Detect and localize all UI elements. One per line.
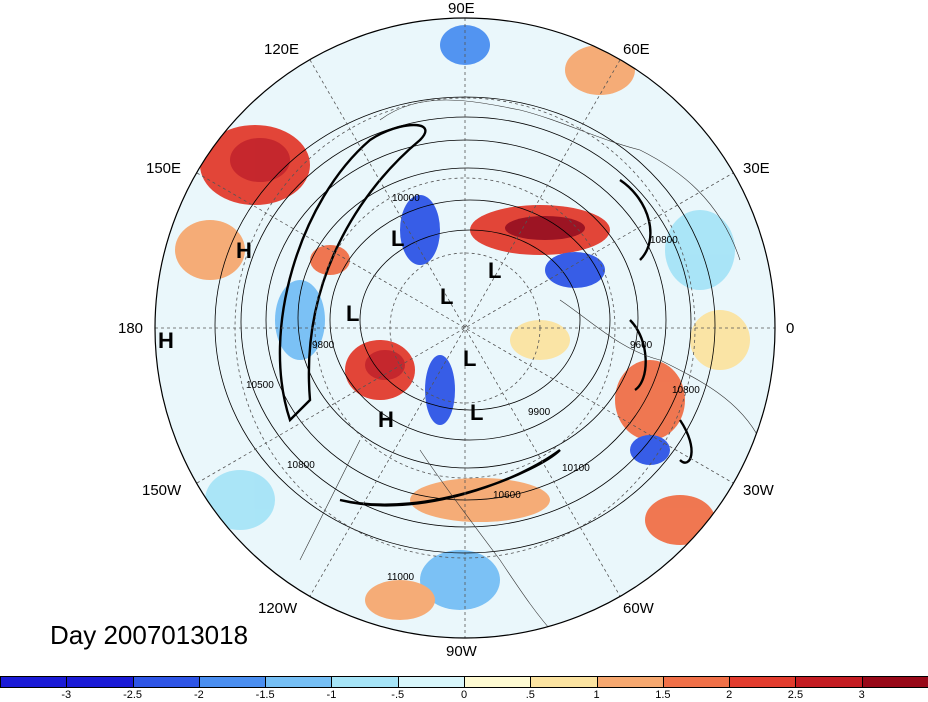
anomaly-blobs — [175, 25, 750, 620]
contour-label: 9800 — [312, 340, 335, 351]
lon-label-180: 180 — [118, 320, 144, 337]
lon-label-90w: 90W — [446, 643, 477, 660]
contour-label: 10800 — [287, 460, 315, 471]
low-center: L — [463, 346, 477, 371]
high-center: H — [378, 407, 394, 432]
low-center: L — [440, 284, 454, 309]
contour-label: 9600 — [630, 340, 653, 351]
colorbar-cell — [530, 676, 598, 688]
lon-label-60e: 60E — [623, 41, 650, 58]
lon-label-0: 0 — [786, 320, 795, 337]
lon-label-30e: 30E — [743, 160, 770, 177]
jet-contours — [278, 123, 693, 507]
colorbar-cell — [662, 676, 731, 688]
lon-label-30w: 30W — [743, 482, 774, 499]
colorbar-tick: -2.5 — [123, 689, 143, 701]
colorbar-cell — [66, 676, 134, 688]
colorbar-tick: -1.5 — [255, 689, 275, 701]
colorbar-tick: .5 — [525, 689, 535, 701]
colorbar-cell — [397, 676, 465, 688]
colorbar-cell — [861, 676, 928, 688]
anomaly-field — [155, 18, 775, 638]
high-center: H — [236, 238, 252, 263]
map-boundary — [154, 17, 776, 639]
low-center: L — [488, 258, 502, 283]
colorbar-tick: 3 — [858, 689, 865, 701]
low-center: L — [391, 226, 405, 251]
contour-label: 11000 — [387, 572, 415, 583]
lon-label-120w: 120W — [258, 600, 298, 617]
colorbar-tick: -.5 — [391, 689, 405, 701]
colorbar-cell — [464, 676, 532, 688]
contour-label: 10500 — [246, 380, 274, 391]
lon-label-150e: 150E — [146, 160, 182, 177]
colorbar-cell — [795, 676, 863, 688]
lon-label-90e: 90E — [448, 0, 475, 17]
high-center: H — [158, 328, 174, 353]
colorbar-cell — [729, 676, 797, 688]
colorbar-tick: 2.5 — [787, 689, 804, 701]
colorbar-tick: -1 — [326, 689, 337, 701]
lon-label-120e: 120E — [264, 41, 300, 58]
colorbar-cell — [0, 676, 68, 688]
colorbar-cell — [331, 676, 399, 688]
contour-label: 9900 — [528, 407, 551, 418]
contour-label: 10000 — [392, 193, 420, 204]
graticule — [155, 18, 775, 638]
colorbar-tick: 2 — [726, 689, 733, 701]
contour-label: 10800 — [672, 385, 700, 396]
colorbar-cell — [596, 676, 664, 688]
colorbar-tick: 0 — [460, 689, 468, 701]
colorbar-tick: -2 — [193, 689, 204, 701]
day-label: Day 2007013018 — [50, 620, 249, 650]
lon-label-60w: 60W — [623, 600, 654, 617]
colorbar-tick: 1 — [593, 689, 600, 701]
contour-label: 10100 — [562, 463, 590, 474]
low-center: L — [346, 301, 360, 326]
contour-label: 10600 — [493, 490, 521, 501]
colorbar-cell — [198, 676, 267, 688]
colorbar-tick: -3 — [61, 689, 72, 701]
colorbar-cell — [265, 676, 333, 688]
colorbar: -3 -2.5 -2 -1.5 -1 -.5 0 .5 1 1.5 2 2.5 3 — [0, 676, 928, 702]
contour-label: 10800 — [650, 235, 678, 246]
low-center: L — [470, 400, 484, 425]
colorbar-tick: 1.5 — [655, 689, 671, 701]
lon-label-150w: 150W — [142, 482, 182, 499]
coastlines — [299, 99, 761, 638]
colorbar-cell — [132, 676, 200, 688]
